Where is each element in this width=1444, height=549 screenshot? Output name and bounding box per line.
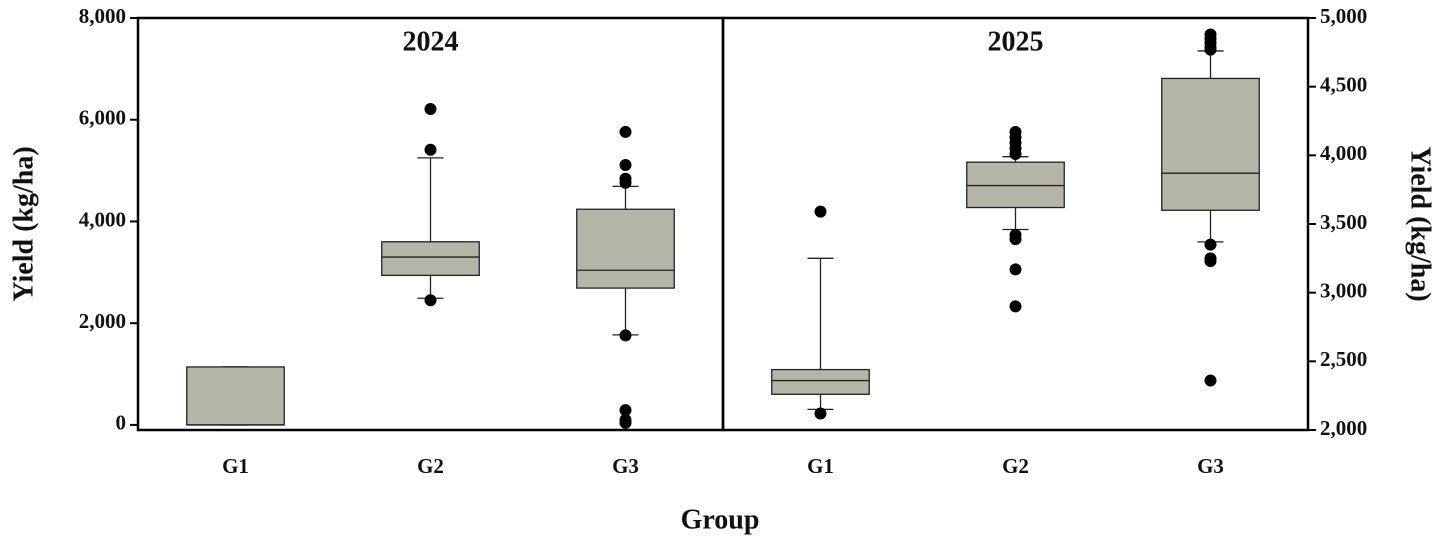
outlier xyxy=(1009,147,1022,160)
plot-frame xyxy=(721,16,1310,432)
panel-title: 2024 xyxy=(403,26,459,57)
outlier xyxy=(1009,263,1022,276)
outlier xyxy=(1009,233,1022,246)
box xyxy=(1161,77,1260,211)
x-axis-label: Group xyxy=(681,504,760,535)
y-tick-label: 3,000 xyxy=(1320,278,1367,302)
x-tick-label: G1 xyxy=(222,454,249,478)
box xyxy=(966,161,1065,209)
y-tick-label: 5,000 xyxy=(1320,4,1367,28)
x-tick-label: G3 xyxy=(1197,454,1224,478)
outlier xyxy=(424,294,437,307)
outlier xyxy=(619,125,632,138)
box xyxy=(771,368,870,395)
x-tick-label: G3 xyxy=(612,454,639,478)
box xyxy=(381,241,480,277)
y-tick-label: 4,500 xyxy=(1320,72,1367,96)
outlier xyxy=(619,176,632,189)
outlier xyxy=(1204,255,1217,268)
y-tick-label: 8,000 xyxy=(79,4,126,28)
outlier xyxy=(1204,43,1217,56)
outlier xyxy=(1204,238,1217,251)
outlier xyxy=(424,143,437,156)
outlier xyxy=(619,158,632,171)
outlier xyxy=(814,407,827,420)
box xyxy=(576,208,675,289)
y-tick-label: 4,000 xyxy=(1320,141,1367,165)
y-tick-label: 2,000 xyxy=(1320,416,1367,440)
outlier xyxy=(1009,300,1022,313)
y-tick-label: 0 xyxy=(116,411,127,435)
y-tick-label: 6,000 xyxy=(79,106,126,130)
panel-title: 2025 xyxy=(988,26,1044,57)
outlier xyxy=(619,416,632,429)
outlier xyxy=(814,205,827,218)
y-axis-label: Yield (kg/ha) xyxy=(1405,146,1436,301)
outlier xyxy=(619,404,632,417)
y-tick-label: 2,500 xyxy=(1320,347,1367,371)
x-tick-label: G2 xyxy=(417,454,444,478)
outlier xyxy=(1204,374,1217,387)
outlier xyxy=(424,103,437,116)
outlier xyxy=(619,329,632,342)
x-tick-label: G1 xyxy=(807,454,834,478)
y-axis-label: Yield (kg/ha) xyxy=(8,146,39,301)
box xyxy=(186,366,285,426)
x-tick-label: G2 xyxy=(1002,454,1029,478)
y-tick-label: 2,000 xyxy=(79,309,126,333)
y-tick-label: 4,000 xyxy=(79,207,126,231)
y-tick-label: 3,500 xyxy=(1320,210,1367,234)
